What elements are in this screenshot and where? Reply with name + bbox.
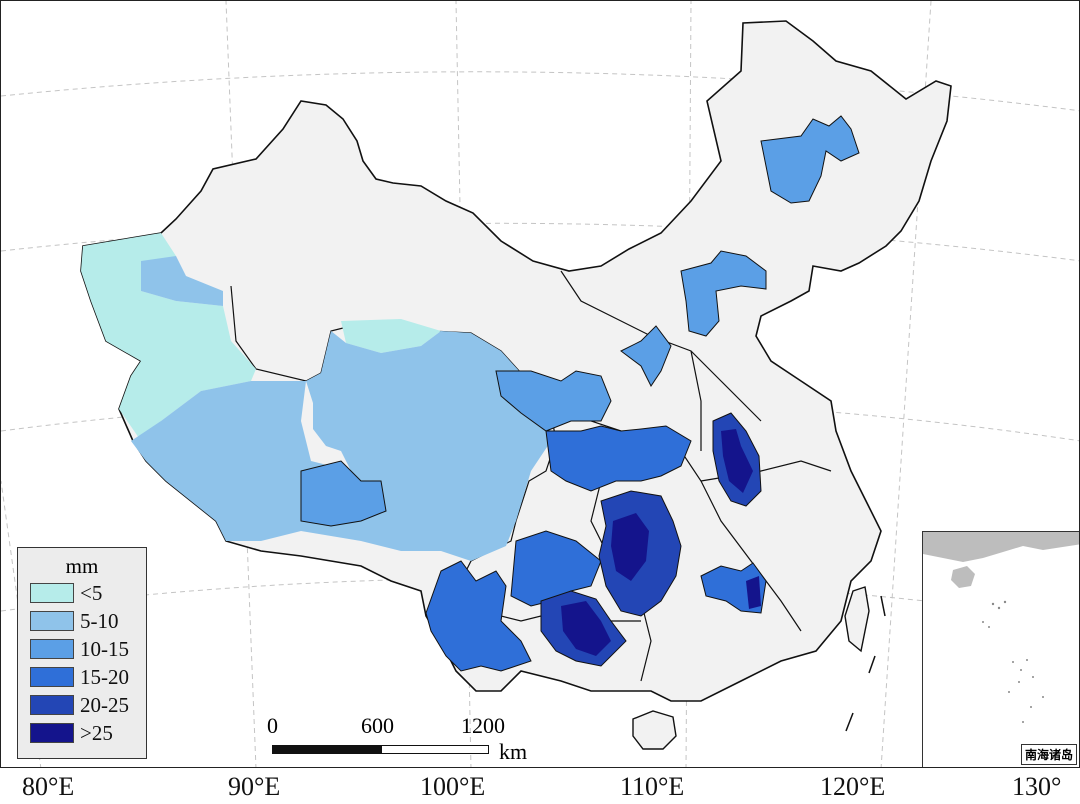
legend-label: 20-25 xyxy=(80,692,129,717)
graticule-parallel xyxy=(1,222,1079,262)
legend-item: <5 xyxy=(30,580,103,605)
inset-label: 南海诸岛 xyxy=(1020,744,1077,765)
taiwan-island xyxy=(844,586,870,653)
legend-swatch xyxy=(30,611,74,631)
scale-bar-white xyxy=(381,745,489,754)
precip-lt5 xyxy=(81,233,441,441)
graticule-parallel xyxy=(1,71,1079,112)
precip-gt25 xyxy=(561,429,761,656)
scale-tick-0: 0 xyxy=(267,713,278,738)
inset-land xyxy=(923,532,1079,562)
scale-unit: km xyxy=(499,739,528,764)
legend-unit: mm xyxy=(65,554,99,578)
island-marks xyxy=(845,595,886,732)
inset-hainan xyxy=(951,566,975,588)
legend-item: 5-10 xyxy=(30,608,119,633)
legend-label: 10-15 xyxy=(80,636,129,661)
inset-map xyxy=(923,532,1079,723)
scale-tick-1200: 1200 xyxy=(461,713,505,738)
south-china-sea-inset: 南海诸岛 xyxy=(922,531,1079,767)
scale-bar: 0 600 1200 km xyxy=(263,713,543,764)
legend-swatch xyxy=(30,667,74,687)
legend-label: <5 xyxy=(80,580,103,605)
lon-label-120: 120°E xyxy=(820,772,886,801)
map-frame: mm <5 5-10 10-15 15-20 20-25 >25 0 600 1 xyxy=(0,0,1080,768)
legend-swatch xyxy=(30,695,74,715)
scale-bar-black xyxy=(272,745,382,754)
scale-tick-600: 600 xyxy=(361,713,394,738)
lon-label-100: 100°E xyxy=(420,772,486,801)
hainan-island xyxy=(632,710,677,750)
legend-item: >25 xyxy=(30,720,113,745)
inset-islands xyxy=(982,600,1044,723)
precip-10-15 xyxy=(300,115,860,527)
legend-label: >25 xyxy=(80,720,113,745)
legend-item: 10-15 xyxy=(30,636,129,661)
lon-label-110: 110°E xyxy=(620,772,685,801)
legend: mm <5 5-10 10-15 15-20 20-25 >25 xyxy=(17,547,147,759)
legend-swatch xyxy=(30,639,74,659)
china-map xyxy=(1,1,1079,767)
lon-label-80: 80°E xyxy=(22,772,75,801)
graticule-meridian xyxy=(225,1,257,767)
legend-item: 15-20 xyxy=(30,664,129,689)
legend-swatch xyxy=(30,583,74,603)
precip-15-20 xyxy=(425,425,767,672)
lon-label-90: 90°E xyxy=(228,772,281,801)
legend-swatch xyxy=(30,723,74,743)
legend-label: 5-10 xyxy=(80,608,119,633)
legend-label: 15-20 xyxy=(80,664,129,689)
legend-item: 20-25 xyxy=(30,692,129,717)
lon-label-130: 130° xyxy=(1012,772,1062,801)
precip-5-10 xyxy=(131,256,551,561)
